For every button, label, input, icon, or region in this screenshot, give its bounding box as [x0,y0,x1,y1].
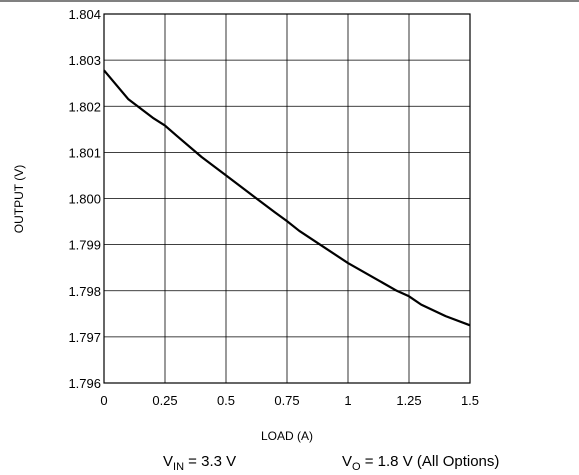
y-tick-label: 1.797 [68,330,101,345]
y-tick-label: 1.802 [68,99,101,114]
x-tick-label: 0.5 [217,393,235,408]
x-tick-label: 1.25 [396,393,421,408]
x-tick-label: 0.25 [152,393,177,408]
series-line [103,69,471,327]
condition-vin-text: = 3.3 V [184,453,236,470]
x-tick-label: 0.75 [274,393,299,408]
x-axis-label: LOAD (A) [261,429,313,443]
y-tick-label: 1.804 [68,7,101,22]
x-tick-label: 0 [100,393,107,408]
y-axis-label: OUTPUT (V) [12,165,26,233]
condition-vo-text: = 1.8 V (All Options) [361,453,500,470]
y-axis-ticks: 1.796 1.797 1.798 1.799 1.800 1.801 1.802 1.803… [68,7,101,391]
y-tick-label: 1.800 [68,192,101,207]
condition-vo: VO = 1.8 V (All Options) [342,453,499,473]
x-tick-label: 1 [344,393,351,408]
condition-vin-subscript: IN [173,461,184,473]
y-tick-label: 1.798 [68,284,101,299]
condition-vin: VIN = 3.3 V [163,453,236,473]
plot-frame [103,13,471,384]
y-tick-label: 1.796 [68,376,101,391]
condition-vo-symbol: V [342,453,352,470]
y-tick-label: 1.801 [68,145,101,160]
condition-vo-subscript: O [352,461,361,473]
x-axis-ticks: 0 0.25 0.5 0.75 1 1.25 1.5 [100,393,479,408]
condition-vin-symbol: V [163,453,173,470]
y-tick-label: 1.799 [68,238,101,253]
y-tick-label: 1.803 [68,53,101,68]
series-layer [103,69,471,327]
grid [104,14,470,383]
x-tick-label: 1.5 [461,393,479,408]
